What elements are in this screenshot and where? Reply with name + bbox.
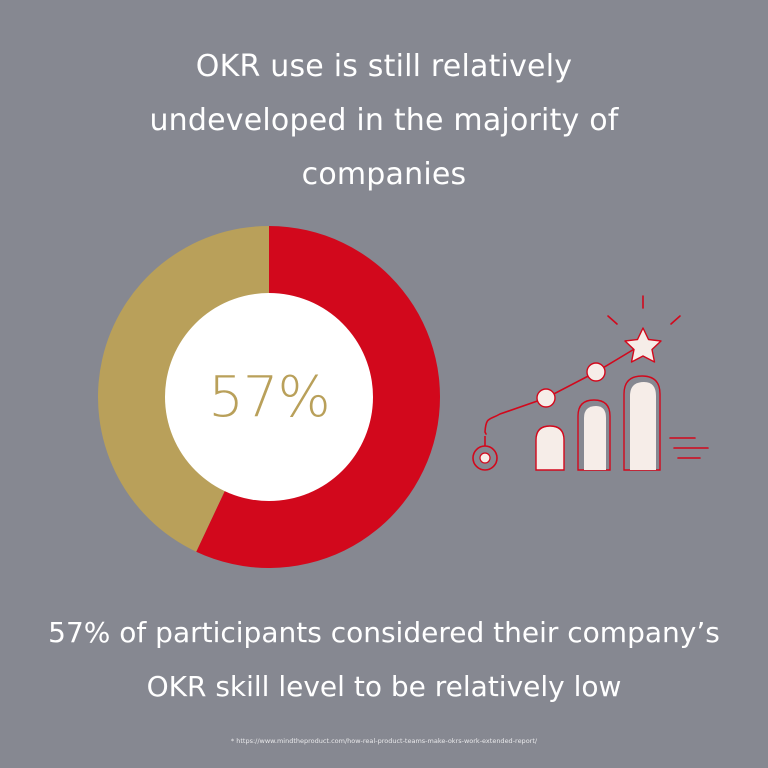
headline-line-1: OKR use is still relatively <box>195 49 573 84</box>
caption-line-2: OKR skill level to be relatively low <box>146 670 622 703</box>
caption: 57% of participants considered their com… <box>0 606 768 714</box>
headline-line-3: companies <box>301 157 467 192</box>
caption-line-1: 57% of participants considered their com… <box>48 616 720 649</box>
donut-center <box>165 293 373 501</box>
donut-chart <box>98 226 440 568</box>
source-link[interactable]: * https://www.mindtheproduct.com/how-rea… <box>230 737 538 745</box>
center-percentage-label: 57% <box>208 364 330 430</box>
growth-chart-star-icon <box>472 295 709 471</box>
headline: OKR use is still relatively undeveloped … <box>0 40 768 202</box>
headline-line-2: undeveloped in the majority of <box>149 103 619 138</box>
